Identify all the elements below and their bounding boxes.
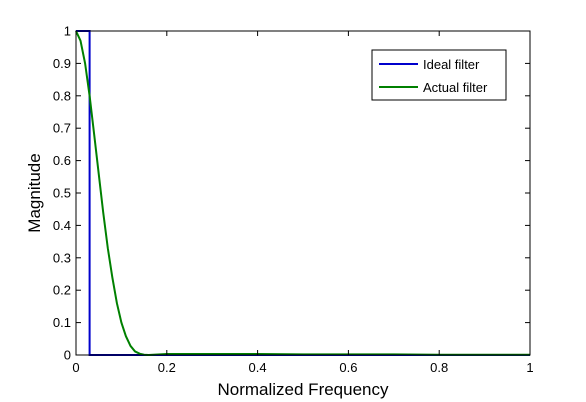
legend-label-ideal: Ideal filter [423, 57, 480, 72]
ticks-layer: 0 0.2 0.4 0.6 0.8 1 0 0.1 0.2 0.3 0.4 0.5 0.6 0.7 0.8 0… [53, 24, 534, 376]
y-tick-label: 0 [64, 348, 71, 363]
x-tick-label: 0.2 [158, 360, 176, 375]
legend-label-actual: Actual filter [423, 80, 488, 95]
y-tick-label: 0.2 [53, 283, 71, 298]
series-line-1 [75, 30, 530, 357]
y-tick-label: 0.6 [53, 153, 71, 168]
legend-box [371, 49, 507, 101]
y-tick-label: 0.8 [53, 88, 71, 103]
y-tick-label: 0.7 [53, 121, 71, 136]
x-tick-label: 1 [526, 360, 533, 375]
y-tick-label: 0.5 [53, 186, 71, 201]
legend: Ideal filter Actual filter [371, 49, 507, 101]
y-tick-label: 1 [64, 24, 71, 39]
x-tick-label: 0 [72, 360, 79, 375]
x-axis-title: Normalized Frequency [217, 380, 389, 399]
y-tick-label: 0.9 [53, 56, 71, 71]
y-tick-label: 0.3 [53, 250, 71, 265]
y-tick-label: 0.4 [53, 218, 71, 233]
y-axis-title: Magnitude [25, 153, 44, 232]
x-tick-label: 0.8 [430, 360, 448, 375]
y-tick-label: 0.1 [53, 315, 71, 330]
x-tick-label: 0.4 [249, 360, 267, 375]
x-tick-label: 0.6 [339, 360, 357, 375]
